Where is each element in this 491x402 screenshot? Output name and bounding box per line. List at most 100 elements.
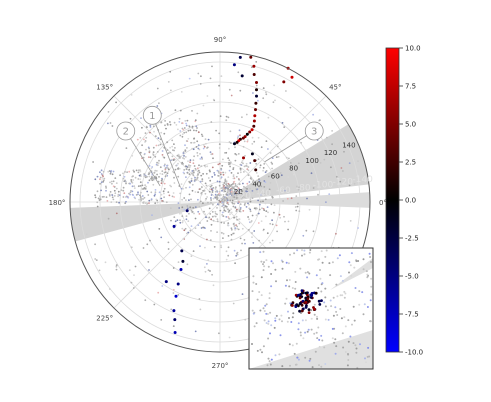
- background-point: [262, 97, 265, 100]
- inset-background-point: [287, 310, 289, 313]
- background-point: [177, 153, 180, 156]
- background-point: [298, 186, 300, 189]
- angle-tick-label: 45°: [329, 84, 341, 92]
- background-point: [223, 182, 226, 184]
- background-point: [167, 248, 170, 250]
- background-point: [169, 151, 172, 154]
- inset-background-point: [291, 344, 294, 347]
- background-point: [198, 201, 201, 204]
- background-point: [157, 291, 160, 294]
- background-point: [199, 222, 201, 224]
- background-point: [237, 172, 239, 175]
- background-point: [204, 165, 207, 168]
- background-point: [206, 263, 208, 265]
- background-point: [194, 227, 197, 230]
- radius-tick-label-faint: -20: [236, 192, 251, 202]
- background-point: [105, 185, 107, 188]
- background-point: [216, 169, 219, 172]
- background-point: [115, 268, 118, 271]
- data-point: [250, 128, 254, 132]
- background-point: [182, 157, 184, 159]
- background-point: [230, 228, 233, 231]
- inset-background-point: [267, 320, 270, 323]
- background-point: [245, 190, 248, 193]
- background-point: [260, 193, 262, 196]
- background-point: [181, 227, 184, 230]
- background-point: [197, 191, 200, 194]
- background-point: [160, 197, 163, 200]
- inset-background-point: [314, 350, 317, 353]
- background-point: [186, 172, 189, 174]
- background-point: [241, 193, 243, 195]
- background-point: [284, 189, 286, 192]
- background-point: [245, 192, 248, 195]
- background-point: [238, 178, 241, 181]
- background-point: [220, 167, 223, 170]
- background-point: [231, 193, 233, 195]
- inset-background-point: [269, 311, 272, 314]
- background-point: [210, 197, 212, 199]
- background-point: [218, 199, 221, 202]
- background-point: [244, 318, 247, 321]
- background-point: [100, 189, 102, 192]
- inset-background-point: [270, 358, 273, 361]
- inset-data-point: [310, 293, 314, 297]
- background-point: [227, 176, 230, 179]
- inset-background-point: [289, 364, 291, 367]
- background-point: [279, 172, 282, 174]
- background-point: [191, 211, 194, 213]
- background-point: [200, 234, 203, 236]
- background-point: [244, 154, 246, 157]
- background-point: [174, 147, 176, 149]
- background-point: [229, 199, 232, 202]
- background-point: [203, 189, 206, 192]
- background-point: [230, 183, 233, 186]
- background-point: [214, 193, 217, 196]
- background-point: [244, 187, 247, 189]
- inset-background-point: [306, 276, 309, 279]
- inset-background-point: [362, 268, 365, 271]
- background-point: [180, 187, 183, 190]
- background-point: [271, 219, 273, 222]
- background-point: [241, 116, 243, 119]
- background-point: [233, 188, 236, 191]
- data-point: [235, 140, 239, 144]
- angle-tick-label: 135°: [96, 84, 113, 92]
- background-point: [169, 146, 172, 149]
- background-point: [161, 200, 164, 202]
- background-point: [197, 72, 200, 75]
- background-point: [172, 267, 175, 269]
- background-point: [163, 192, 165, 195]
- background-point: [323, 158, 326, 161]
- background-point: [173, 182, 176, 184]
- colorbar-tick-label: 0.0: [405, 197, 416, 205]
- background-point: [195, 146, 198, 148]
- background-point: [235, 192, 238, 195]
- background-point: [257, 222, 260, 224]
- inset-background-point: [300, 312, 302, 314]
- background-point: [236, 137, 239, 139]
- background-point: [212, 219, 215, 222]
- inset-background-point: [284, 284, 287, 287]
- background-point: [262, 192, 265, 195]
- background-point: [231, 185, 233, 188]
- inset-background-point: [289, 253, 291, 256]
- background-point: [249, 187, 251, 190]
- region-marker: [116, 121, 136, 141]
- background-point: [125, 147, 128, 150]
- background-point: [134, 176, 137, 179]
- data-point: [250, 152, 254, 156]
- background-point: [207, 177, 210, 179]
- background-point: [225, 183, 228, 186]
- background-point: [259, 166, 261, 169]
- background-point: [252, 92, 254, 94]
- background-point: [247, 169, 250, 172]
- background-point: [210, 230, 212, 232]
- background-point: [224, 190, 227, 193]
- background-point: [348, 162, 351, 165]
- background-point: [224, 171, 227, 174]
- background-point: [312, 187, 315, 189]
- background-point: [94, 194, 96, 197]
- background-point: [225, 119, 228, 122]
- background-point: [192, 173, 195, 176]
